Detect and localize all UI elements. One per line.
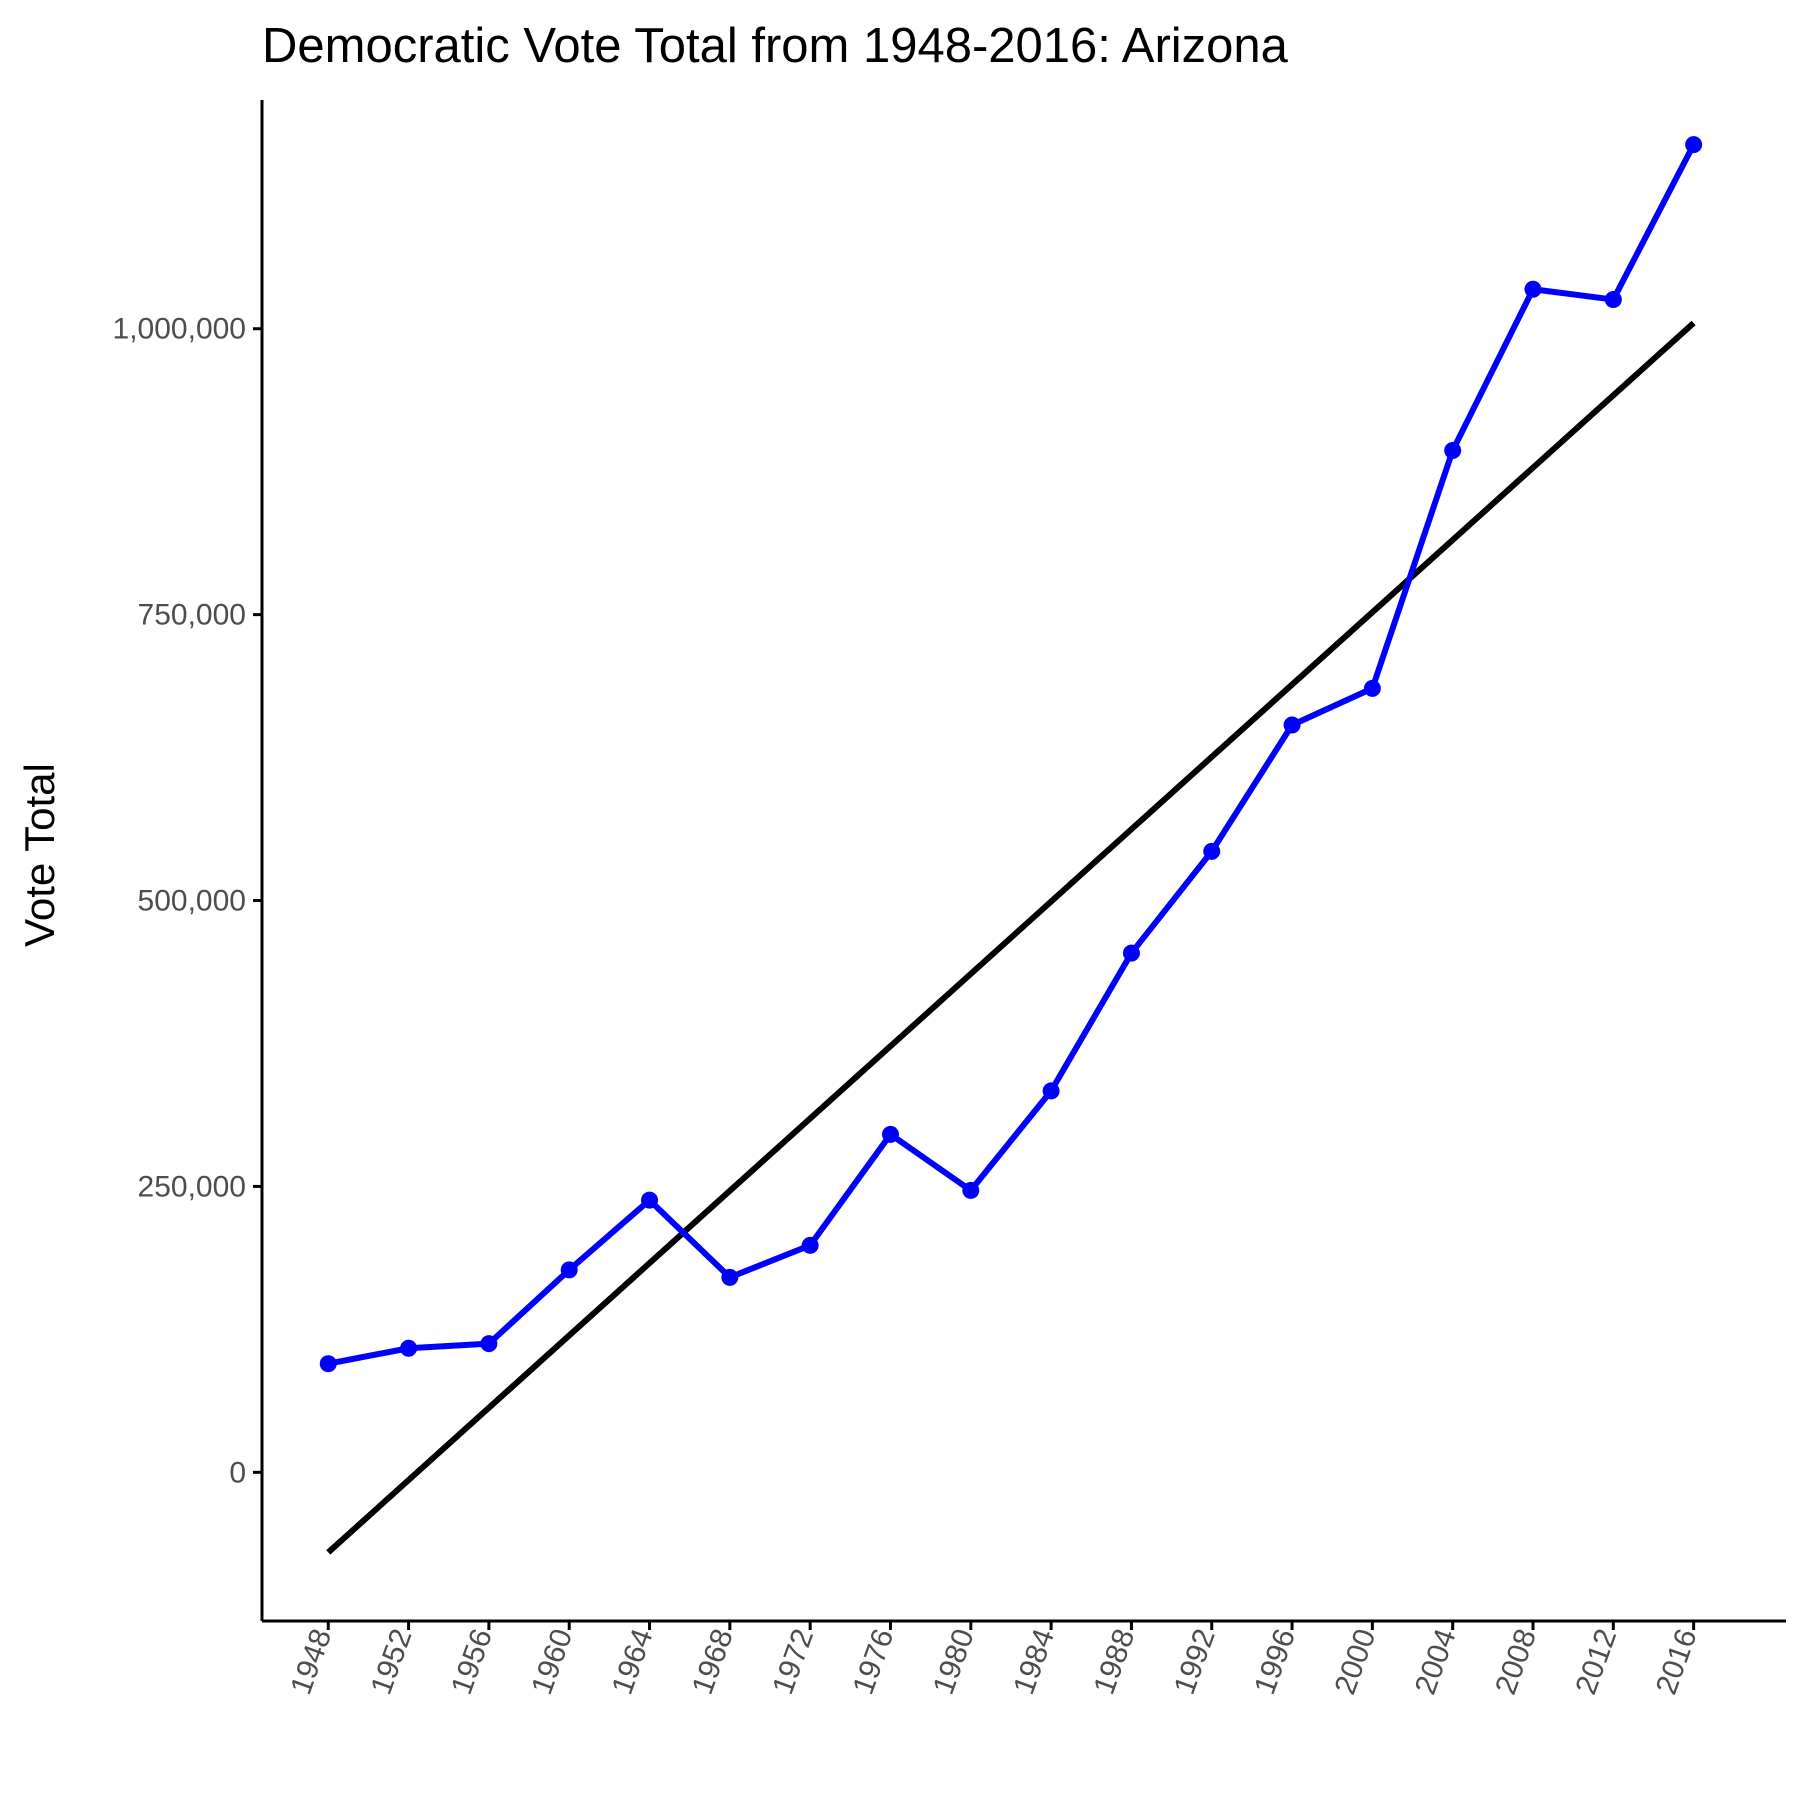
trend-line bbox=[326, 320, 1696, 1555]
data-point-1964 bbox=[641, 1191, 659, 1209]
data-point-1988 bbox=[1122, 944, 1140, 962]
x-tick-label: 1992 bbox=[1168, 1625, 1222, 1699]
data-point-2012 bbox=[1604, 291, 1622, 309]
data-point-2008 bbox=[1524, 280, 1542, 298]
data-point-1992 bbox=[1203, 842, 1221, 860]
x-tick-label: 1996 bbox=[1248, 1625, 1302, 1699]
data-point-1996 bbox=[1283, 716, 1301, 734]
data-point-1976 bbox=[881, 1125, 899, 1143]
y-axis: 0 250,000 500,000 750,000 1,000,000 bbox=[113, 100, 264, 1621]
x-axis: 1948 1952 1956 1960 1964 1968 1972 1976 1980 1984… bbox=[262, 1619, 1786, 1699]
data-point-2004 bbox=[1444, 442, 1462, 460]
data-point-1960 bbox=[560, 1261, 578, 1279]
chart-title: Democratic Vote Total from 1948-2016: Ar… bbox=[262, 19, 1289, 73]
data-point-1968 bbox=[721, 1268, 739, 1286]
x-tick-label: 1968 bbox=[686, 1625, 740, 1699]
data-point-1948 bbox=[319, 1355, 337, 1373]
x-tick-label: 1980 bbox=[927, 1625, 981, 1699]
x-tick-label: 1948 bbox=[284, 1625, 338, 1699]
x-tick-label: 1964 bbox=[606, 1625, 660, 1699]
data-point-1956 bbox=[480, 1335, 498, 1353]
x-tick-label: 2004 bbox=[1409, 1625, 1463, 1699]
y-tick-label: 750,000 bbox=[138, 599, 246, 632]
x-tick-label: 2012 bbox=[1569, 1625, 1623, 1699]
data-point-2016 bbox=[1685, 136, 1703, 154]
y-tick-label: 500,000 bbox=[138, 885, 246, 918]
vote-total-line bbox=[325, 141, 1697, 1367]
x-tick-label: 2008 bbox=[1489, 1625, 1543, 1699]
x-tick-label: 1976 bbox=[847, 1625, 901, 1699]
x-tick-label: 1988 bbox=[1088, 1625, 1142, 1699]
x-tick-label: 1984 bbox=[1007, 1625, 1061, 1699]
y-axis-title: Vote Total bbox=[16, 763, 63, 947]
data-point-1952 bbox=[400, 1339, 418, 1357]
data-point-1984 bbox=[1042, 1082, 1060, 1100]
x-tick-label: 1952 bbox=[365, 1625, 419, 1699]
y-tick-label: 250,000 bbox=[138, 1170, 246, 1203]
x-tick-label: 2016 bbox=[1650, 1625, 1704, 1699]
y-tick-label: 0 bbox=[229, 1456, 246, 1489]
data-point-1972 bbox=[801, 1236, 819, 1254]
plot-series bbox=[319, 136, 1703, 1555]
y-tick-label: 1,000,000 bbox=[113, 313, 246, 346]
x-tick-label: 1960 bbox=[525, 1625, 579, 1699]
x-tick-label: 2000 bbox=[1329, 1625, 1383, 1699]
data-point-1980 bbox=[962, 1181, 980, 1199]
x-tick-label: 1956 bbox=[445, 1625, 499, 1699]
data-point-2000 bbox=[1363, 679, 1381, 697]
x-tick-label: 1972 bbox=[766, 1625, 820, 1699]
